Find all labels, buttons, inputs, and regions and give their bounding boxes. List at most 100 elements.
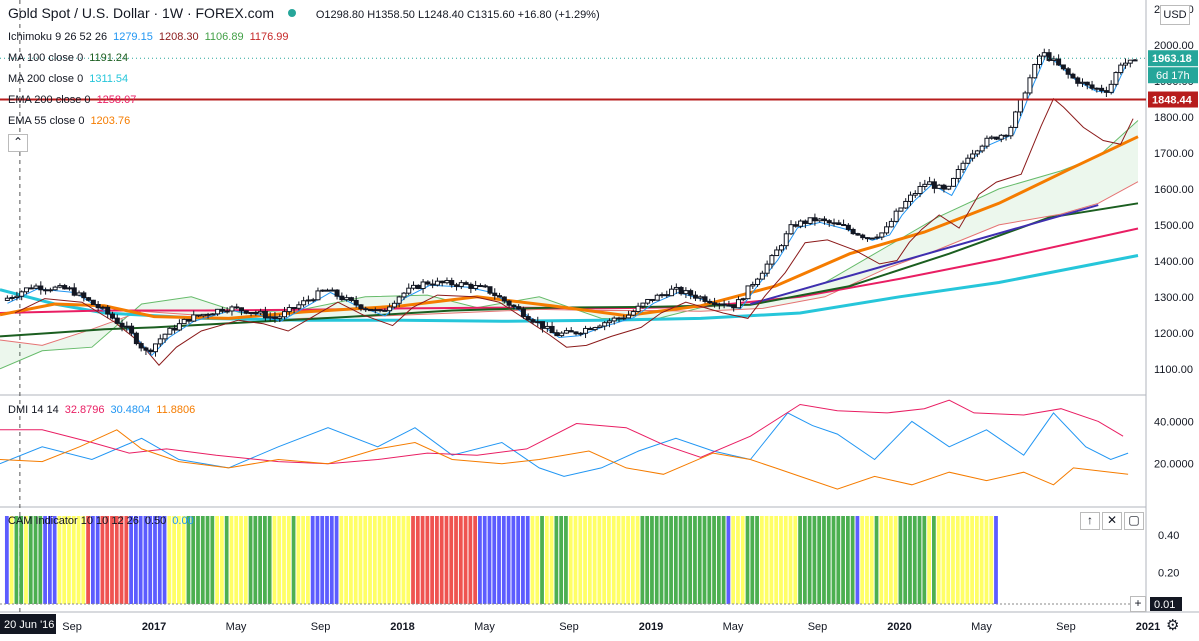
candle-body — [363, 308, 369, 311]
candle-body — [821, 218, 827, 222]
cam-column — [712, 516, 716, 604]
candle-body — [449, 280, 455, 286]
countdown-label: 6d 17h — [1156, 70, 1190, 82]
cam-column — [501, 516, 506, 604]
candle-body — [606, 320, 612, 324]
candle-body — [516, 306, 522, 310]
move-pane-up-button[interactable]: ↑ — [1080, 512, 1100, 530]
cam-column — [764, 516, 769, 604]
time-tick-label: 2018 — [390, 621, 414, 633]
price-tick-label: 1400.00 — [1154, 256, 1194, 268]
candle-body — [1008, 126, 1014, 137]
legend-ma100[interactable]: MA 100 close 0 1191.24 — [8, 51, 134, 65]
cam-column — [654, 516, 659, 604]
candle-body — [869, 237, 875, 240]
kijun-line — [14, 97, 1134, 366]
cam-column — [172, 516, 176, 604]
cam-column — [47, 516, 52, 604]
add-pane-button[interactable]: + — [1130, 596, 1146, 612]
candle-body — [1113, 72, 1119, 85]
candle-body — [941, 184, 947, 190]
candle-body — [148, 349, 154, 353]
cam-column — [683, 516, 688, 604]
candle-body — [860, 234, 866, 239]
candle-body — [1041, 52, 1047, 57]
ma100-line — [0, 202, 1139, 338]
cam-column — [912, 516, 917, 604]
time-tick-label: May — [971, 621, 992, 633]
cam-column — [845, 516, 850, 604]
candle-body — [339, 295, 345, 301]
candle-body — [1060, 64, 1066, 70]
legend-ichimoku-v4: 1176.99 — [249, 31, 289, 43]
ema55-line — [0, 135, 1139, 320]
cam-column — [779, 516, 783, 604]
candle-body — [774, 249, 780, 257]
cam-column — [129, 516, 133, 604]
candle-body — [129, 325, 135, 334]
cam-column — [664, 516, 669, 604]
legend-cam[interactable]: CAM Indicator 10 10 12 26 0.50 0.00 — [8, 514, 200, 528]
candle-body — [931, 181, 937, 189]
legend-ema200[interactable]: EMA 200 close 0 1258.07 — [8, 93, 142, 107]
candle-body — [320, 289, 326, 292]
price-tick-label: 2000.00 — [1154, 40, 1194, 52]
cam-column — [377, 516, 382, 604]
candle-body — [673, 286, 679, 290]
candle-body — [898, 207, 904, 212]
candle-body — [243, 310, 249, 314]
symbol-title[interactable]: Gold Spot / U.S. Dollar · 1W · FOREX.com — [8, 5, 275, 21]
close-icon: ✕ — [1106, 513, 1118, 527]
currency-button[interactable]: USD — [1160, 5, 1190, 25]
candle-body — [296, 304, 302, 309]
cam-column — [908, 516, 912, 604]
cam-column — [650, 516, 654, 604]
cam-column — [454, 516, 458, 604]
candle-body — [989, 136, 995, 139]
candle-body — [759, 272, 765, 280]
candle-body — [95, 303, 101, 309]
legend-ma100-name: MA 100 close 0 — [8, 52, 84, 64]
legend-dmi[interactable]: DMI 14 14 32.8796 30.4804 11.8806 — [8, 403, 201, 417]
time-tick-label: Sep — [311, 621, 331, 633]
cam-column — [893, 516, 898, 604]
close-pane-button[interactable]: ✕ — [1102, 512, 1122, 530]
legend-ma200[interactable]: MA 200 close 0 1311.54 — [8, 72, 134, 86]
candle-body — [229, 306, 235, 312]
cam-column — [788, 516, 793, 604]
candle-body — [430, 283, 436, 286]
candle-body — [234, 306, 240, 309]
cam-column — [884, 516, 888, 604]
candle-body — [726, 304, 732, 307]
candle-body — [109, 313, 115, 319]
cam-column — [382, 516, 387, 604]
cam-column — [71, 516, 76, 604]
collapse-legend-button[interactable]: ⌃ — [8, 134, 28, 152]
candle-body — [817, 218, 823, 222]
legend-ichimoku[interactable]: Ichimoku 9 26 52 26 1279.15 1208.30 1106.89… — [8, 30, 295, 44]
candle-body — [960, 162, 966, 171]
cam-column — [57, 516, 62, 604]
candle-body — [788, 224, 794, 235]
candle-body — [535, 321, 541, 324]
maximize-pane-button[interactable]: ▢ — [1124, 512, 1144, 530]
candle-body — [970, 153, 976, 159]
ichimoku-cloud — [0, 120, 1138, 369]
cam-column — [114, 516, 119, 604]
cam-column — [726, 516, 731, 604]
cam-column — [564, 516, 568, 604]
cam-column — [549, 516, 554, 604]
candle-body — [86, 297, 92, 301]
cam-column — [592, 516, 597, 604]
candle-body — [57, 285, 63, 288]
cam-column — [435, 516, 439, 604]
candle-body — [262, 310, 268, 319]
candle-body — [1099, 87, 1105, 92]
settings-gear-icon[interactable]: ⚙ — [1166, 617, 1180, 634]
legend-ema55-name: EMA 55 close 0 — [8, 115, 85, 127]
legend-ema55[interactable]: EMA 55 close 0 1203.76 — [8, 114, 136, 128]
cam-column — [349, 516, 353, 604]
time-tick-label: 2017 — [142, 621, 166, 633]
cam-column — [630, 516, 635, 604]
